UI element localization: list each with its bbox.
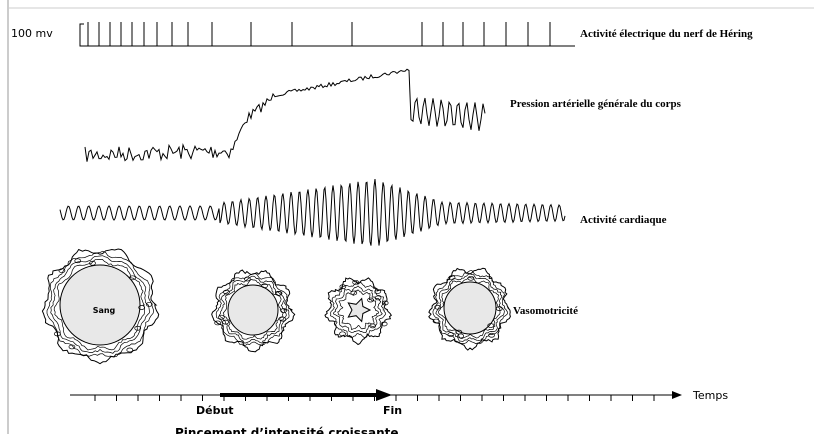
scale-label: 100 mv — [11, 27, 53, 40]
vessel-cell — [74, 258, 82, 264]
cardiac-label: Activité cardiaque — [580, 214, 667, 226]
vessels — [41, 248, 511, 365]
pinch-arrowhead — [376, 389, 392, 401]
vessel-cell — [432, 318, 440, 324]
scale-bracket — [79, 23, 84, 47]
cardiac-trace — [59, 179, 566, 246]
vessel-cell — [261, 283, 268, 289]
time-label: Temps — [692, 389, 728, 402]
end-label: Fin — [383, 404, 402, 417]
vessel-cell — [369, 323, 377, 329]
vessel-cell — [434, 304, 441, 310]
vessel-cell — [339, 284, 347, 290]
vessel-cell — [448, 275, 456, 280]
vessel-cell — [126, 347, 134, 353]
vessel-cell — [350, 290, 358, 296]
vessel-layer — [215, 273, 290, 347]
pressure-trace — [84, 68, 486, 162]
vessel-layer — [435, 273, 505, 342]
vessel-cell — [381, 300, 389, 306]
vessel-cell — [457, 333, 465, 339]
vessel-cell — [275, 291, 283, 296]
vessel-cell — [380, 321, 388, 327]
vessel-layer — [50, 255, 150, 354]
vessel-layer — [330, 281, 386, 338]
pinch-label: Pincement d’intensité croissante — [175, 426, 399, 434]
blood-label: Sang — [93, 306, 116, 315]
vessel-cell — [218, 314, 225, 320]
vessel-layer — [438, 276, 501, 339]
vessel-cell — [339, 331, 346, 337]
nerve-spikes — [87, 22, 551, 46]
vessel-cell — [223, 289, 230, 295]
vessel-cell — [352, 279, 360, 285]
vessel-lumen — [347, 297, 372, 323]
vessel-cell — [374, 295, 382, 301]
vessel-lumen — [59, 264, 141, 346]
vessel-cell — [447, 332, 455, 337]
vessel-cell — [467, 275, 475, 281]
nerve-label: Activité électrique du nerf de Héring — [580, 28, 753, 40]
vessel-cell — [487, 323, 495, 328]
vessel-layer — [53, 258, 145, 351]
vessel-cell — [129, 275, 136, 281]
vessel-lumen — [443, 281, 497, 335]
vessel-layer — [218, 275, 287, 344]
vessel-layer — [432, 270, 508, 345]
vessel-layer — [222, 279, 284, 340]
vessel-lumen — [227, 284, 279, 336]
vessel-cell — [145, 302, 153, 307]
start-label: Début — [196, 404, 234, 417]
time-arrowhead — [672, 391, 682, 399]
vessel-layer — [333, 285, 383, 333]
vessel-cell — [488, 332, 495, 338]
vessel-cell — [138, 305, 145, 310]
vessel-cell — [214, 320, 222, 326]
vessel-layer — [46, 250, 155, 358]
vessel-cell — [89, 260, 96, 266]
vessel-cell — [134, 325, 142, 331]
vessel-cell — [280, 308, 287, 313]
vessel-cell — [68, 344, 76, 350]
vessel-cell — [243, 276, 251, 282]
vessel-cell — [53, 331, 61, 337]
vessel-cell — [279, 316, 287, 322]
vessel-cell — [222, 319, 229, 325]
vessel-cell — [495, 306, 503, 311]
vasomotor-label: Vasomotricité — [513, 305, 578, 317]
vessel-layer — [337, 289, 380, 331]
vessel-cell — [367, 297, 374, 303]
pressure-label: Pression artérielle générale du corps — [510, 98, 682, 110]
vessel-cell — [374, 289, 382, 294]
vessel-cell — [58, 268, 66, 274]
